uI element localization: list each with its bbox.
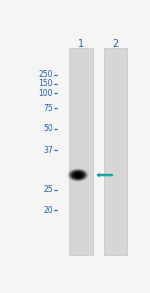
Text: 20: 20 bbox=[43, 205, 53, 214]
Text: 150: 150 bbox=[39, 79, 53, 88]
Ellipse shape bbox=[68, 169, 88, 181]
Text: 50: 50 bbox=[43, 124, 53, 133]
Ellipse shape bbox=[75, 173, 81, 177]
Ellipse shape bbox=[71, 171, 85, 179]
Text: 100: 100 bbox=[39, 89, 53, 98]
Ellipse shape bbox=[67, 168, 89, 182]
Bar bbox=[104, 47, 127, 255]
Ellipse shape bbox=[73, 172, 83, 178]
Text: 37: 37 bbox=[43, 146, 53, 155]
Text: 75: 75 bbox=[43, 104, 53, 113]
Text: 2: 2 bbox=[113, 39, 119, 49]
Text: 250: 250 bbox=[39, 70, 53, 79]
Text: 1: 1 bbox=[78, 39, 84, 49]
Bar bbox=[69, 47, 93, 255]
Text: 25: 25 bbox=[43, 185, 53, 194]
Ellipse shape bbox=[70, 170, 86, 180]
